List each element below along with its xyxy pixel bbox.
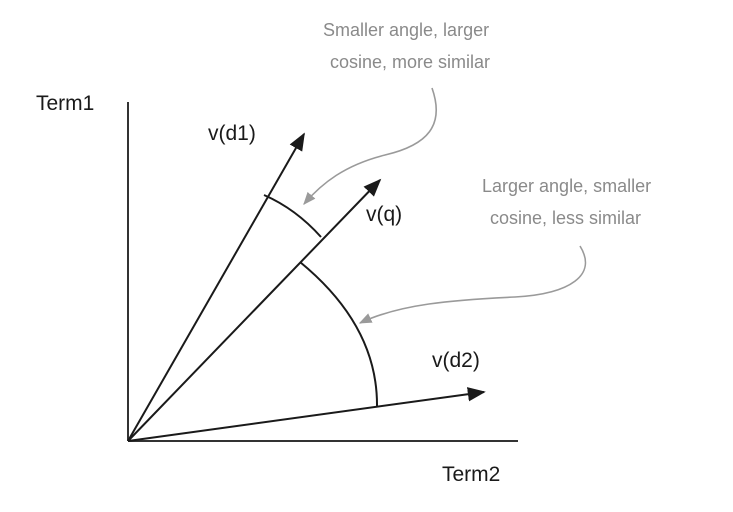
vector-d2 bbox=[127, 387, 486, 442]
annotation-large-angle-line2: cosine, less similar bbox=[490, 208, 641, 228]
vector-q bbox=[127, 178, 382, 442]
angle-arc-d1-q bbox=[263, 194, 322, 238]
annotation-large-angle-line1: Larger angle, smaller bbox=[482, 176, 651, 196]
annotation-small-angle-line2: cosine, more similar bbox=[330, 52, 490, 72]
angle-arc-q-d2 bbox=[299, 261, 379, 408]
y-axis-label: Term1 bbox=[36, 92, 94, 115]
callout-arrow-small-angle bbox=[303, 87, 437, 205]
vector-q-label: v(q) bbox=[366, 203, 402, 226]
vector-d1 bbox=[127, 132, 305, 442]
x-axis-label: Term2 bbox=[442, 463, 500, 486]
annotation-small-angle-line1: Smaller angle, larger bbox=[323, 20, 489, 40]
callout-arrow-large-angle bbox=[358, 245, 587, 324]
vector-d1-label: v(d1) bbox=[208, 122, 256, 145]
vector-d2-label: v(d2) bbox=[432, 349, 480, 372]
